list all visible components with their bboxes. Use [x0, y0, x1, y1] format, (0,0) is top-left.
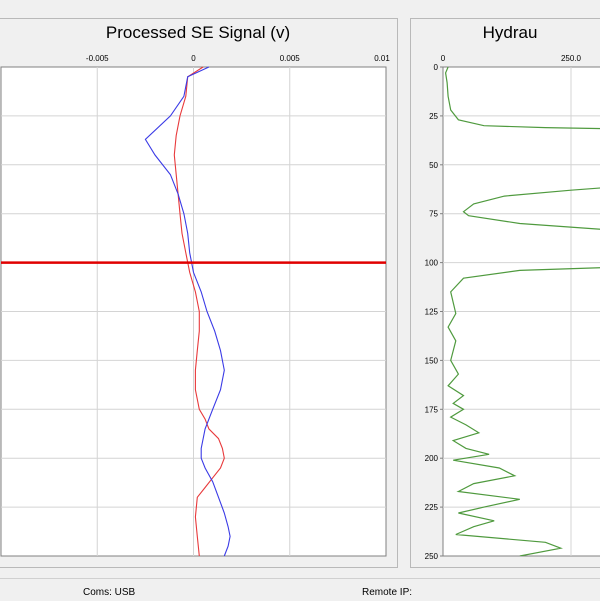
se-x-tick-label: 0.01 [374, 54, 390, 63]
hyd-x-tick-label: 250.0 [561, 54, 582, 63]
se-signal-title: Processed SE Signal (v) [105, 23, 291, 42]
status-bar: Coms: USB Remote IP: [0, 578, 600, 601]
hyd-y-tick-label: 100 [425, 259, 439, 268]
hyd-y-tick-label: 150 [425, 356, 439, 365]
se-signal-chart[interactable]: -0.005 0 0.005 0.01 [0, 19, 399, 569]
hydraulic-chart[interactable]: 0 250.0 0 25 50 75 100 125 150 175 200 225 250 [411, 19, 600, 569]
hyd-y-tick-label: 200 [425, 454, 439, 463]
hyd-y-tick-label: 125 [425, 308, 439, 317]
se-x-tick-label: -0.005 [86, 54, 109, 63]
coms-status: Coms: USB [83, 587, 136, 598]
hyd-y-tick-label: 0 [434, 63, 439, 72]
se-blue-trace [144, 66, 231, 557]
hyd-y-tick-label: 75 [429, 210, 438, 219]
hyd-y-tick-label: 25 [429, 112, 438, 121]
se-red-trace [173, 66, 225, 557]
hydraulic-title: Hydrau [482, 23, 538, 42]
hyd-x-tick-label: 0 [441, 54, 446, 63]
hyd-y-tick-label: 50 [429, 161, 438, 170]
hyd-green-trace [444, 67, 600, 556]
se-x-tick-label: 0 [191, 54, 196, 63]
se-signal-panel: Processed SE Signal (v) -0.005 0 0.005 0.01 [0, 18, 398, 568]
remote-ip-status: Remote IP: [362, 587, 413, 598]
hyd-y-tick-label: 175 [425, 405, 439, 414]
hydraulic-panel: Hydrau 0 250.0 0 25 50 75 100 125 150 175 200 225 25… [410, 18, 600, 568]
se-x-tick-label: 0.005 [280, 54, 301, 63]
hyd-y-tick-label: 225 [425, 503, 439, 512]
hyd-y-tick-label: 250 [425, 552, 439, 561]
